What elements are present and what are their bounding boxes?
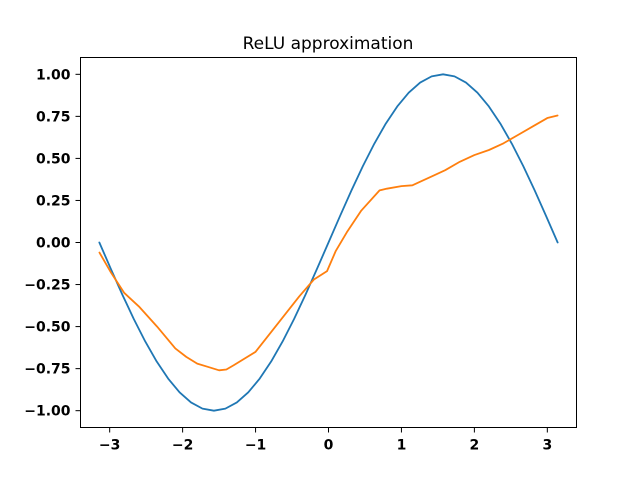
x-tick-label: 1: [397, 438, 407, 454]
y-tick-label: 0.75: [36, 109, 71, 125]
y-tick-label: 0.25: [36, 193, 71, 209]
x-tick-label: 3: [542, 438, 552, 454]
series-layer: [98, 73, 559, 412]
y-tick-label: −0.75: [24, 362, 70, 378]
chart-title: ReLU approximation: [243, 34, 414, 54]
y-tick-label: 0.00: [36, 236, 71, 252]
x-tick-label: 2: [470, 438, 480, 454]
series-line-1: [98, 73, 559, 412]
y-axis: 1.00 0.75 0.50 0.25 0.00 −0.25 −0.50 −0.75 −1.00: [24, 67, 81, 420]
y-tick-label: −0.25: [24, 278, 70, 294]
y-tick-label: 0.50: [36, 151, 71, 167]
x-axis: −3 −2 −1 0 1 2 3: [99, 427, 552, 454]
x-tick-label: −3: [99, 438, 120, 454]
x-tick-label: 0: [324, 438, 334, 454]
x-tick-label: −2: [172, 438, 193, 454]
y-tick-label: −0.50: [24, 320, 71, 336]
y-tick-label: −1.00: [24, 404, 71, 420]
x-tick-label: −1: [245, 438, 266, 454]
series-line-2: [98, 114, 559, 372]
y-tick-label: 1.00: [36, 67, 71, 83]
